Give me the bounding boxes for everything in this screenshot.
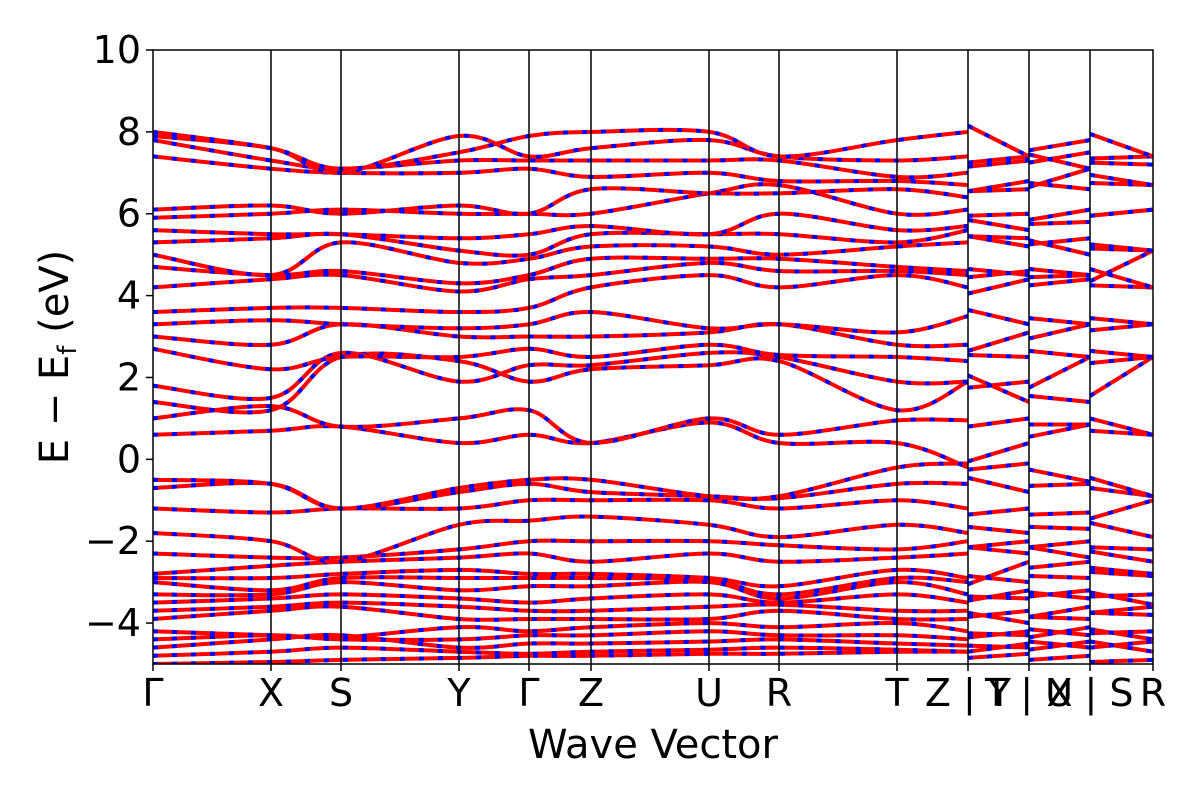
y-axis-label-unit: (eV) [32,250,78,346]
x-axis-label: Wave Vector [528,722,779,768]
band-24-red [153,273,1153,314]
x-tick-label-8: T [884,671,909,715]
band-15-red [153,475,1153,511]
band-30-red [153,182,1153,222]
band-0-red [153,649,1153,664]
x-tick-label-0: Γ [142,671,163,715]
y-axis-label: E − Ef (eV) [32,250,83,465]
band-18-blue [153,404,1153,446]
y-tick-label: 10 [93,28,141,72]
band-32-red [153,154,1153,194]
band-13-red [153,514,1153,564]
x-tick-label-3: Y [446,671,471,715]
y-axis-label-subscript: f [53,345,83,355]
band-10-red [153,559,1153,589]
band-5-red [153,604,1153,626]
band-9-red [153,569,1153,597]
band-29-red [153,207,1153,241]
band-11-red [153,545,1153,576]
band-31-red [153,181,1153,217]
x-tick-label-11: X | S [1046,671,1133,716]
band-4-red [153,621,1153,640]
band-21-red [153,342,1153,372]
y-tick-label: 4 [117,274,141,318]
plot-frame [152,49,1154,665]
y-tick-label: −4 [85,601,141,645]
band-22-red [153,321,1153,353]
y-tick-label: 6 [117,192,141,236]
band-20-red [153,350,1153,402]
band-25-red [153,260,1153,294]
y-tick-label: 8 [117,110,141,154]
y-tick-label: 2 [117,355,141,399]
x-tick-label-4: Γ [518,671,539,715]
band-17-red [153,416,1153,470]
band-12-red [153,538,1153,561]
band-28-red [153,228,1153,258]
y-tick-label: −2 [85,519,141,563]
x-tick-label-2: S [329,671,353,715]
x-tick-label-5: Z [578,671,604,715]
band-34-red [153,133,1153,175]
band-23-red [153,307,1153,335]
x-tick-label-9: Z | Y [925,671,1012,716]
high-symmetry-lines [270,50,1091,664]
band-35-red [153,123,1153,171]
bands-layer [153,123,1153,664]
y-axis-label-main: E − E [32,355,78,465]
band-6-red [153,600,1153,619]
x-tick-label-10: T | U [984,671,1073,716]
band-19-red [153,351,1153,415]
band-27-red [153,234,1153,278]
x-tick-label-1: X [258,671,284,715]
band-14-red [153,497,1153,521]
y-tick-label: 0 [117,437,141,481]
band-7-red [153,590,1153,607]
x-tick-label-7: R [766,671,792,715]
band-33-red [153,138,1153,180]
y-axis: −4 −2 0 2 4 6 8 10 [85,28,153,645]
band-8-red [153,579,1153,603]
band-16-red [153,461,1153,511]
band-2-red [153,633,1153,654]
x-tick-label-12: R [1140,671,1166,715]
x-tick-label-6: U [695,671,723,715]
band-26-red [153,248,1153,286]
